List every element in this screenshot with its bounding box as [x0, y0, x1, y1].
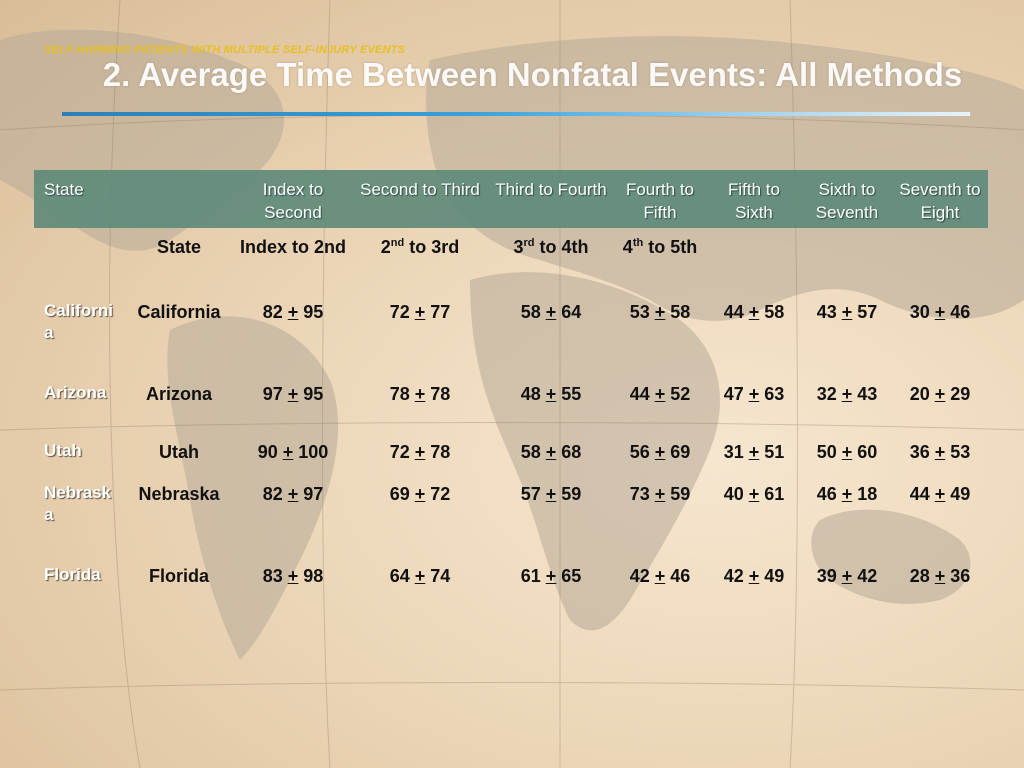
ghost-state-label: Arizona [44, 383, 107, 402]
table-cell: 32 + 43 [816, 384, 878, 404]
table-cell: 44 + 58 [723, 302, 785, 322]
table-cell: 97 + 95 [262, 384, 324, 404]
subheader-col-4: 4th to 5th [622, 237, 698, 257]
table-cell: 50 + 60 [816, 442, 878, 462]
table-cell: 64 + 74 [389, 566, 451, 586]
table-cell: 20 + 29 [909, 384, 971, 404]
table-cell: 72 + 77 [389, 302, 451, 322]
header-col-4: Fourth to Fifth [625, 180, 695, 222]
table-cell: 56 + 69 [629, 442, 691, 462]
subheader-state: State [156, 237, 201, 257]
table-cell: 57 + 59 [520, 484, 582, 504]
subheader-col-1: Index to 2nd [239, 237, 346, 257]
slide-subtitle: SELF-HARMING PATIENTS WITH MULTIPLE SELF… [44, 44, 406, 56]
row-state-cell: Florida [148, 566, 209, 586]
table-cell: 42 + 46 [629, 566, 691, 586]
table-cell: 40 + 61 [723, 484, 785, 504]
row-state-cell: California [137, 302, 221, 322]
header-col-5: Fifth to Sixth [728, 180, 780, 222]
table-cell: 43 + 57 [816, 302, 878, 322]
table-cell: 47 + 63 [723, 384, 785, 404]
header-state: State [44, 180, 84, 199]
table-cell: 44 + 52 [629, 384, 691, 404]
table-cell: 82 + 97 [262, 484, 324, 504]
table-cell: 36 + 53 [909, 442, 971, 462]
table-cell: 69 + 72 [389, 484, 451, 504]
table-cell: 82 + 95 [262, 302, 324, 322]
header-col-1: Index to Second [262, 180, 324, 222]
table-cell: 53 + 58 [629, 302, 691, 322]
table-cell: 73 + 59 [629, 484, 691, 504]
subheader-col-2: 2nd to 3rd [380, 237, 460, 257]
header-col-2: Second to Third [360, 180, 480, 199]
row-state-cell: Nebraska [138, 484, 220, 504]
table-cell: 58 + 68 [520, 442, 582, 462]
row-state-cell: Arizona [145, 384, 212, 404]
slide-title: 2. Average Time Between Nonfatal Events:… [102, 56, 963, 93]
table-cell: 90 + 100 [257, 442, 329, 462]
header-col-3: Third to Fourth [495, 180, 607, 199]
ghost-state-label: Florida [44, 565, 101, 584]
table-cell: 58 + 64 [520, 302, 582, 322]
table-cell: 78 + 78 [389, 384, 451, 404]
table-cell: 48 + 55 [520, 384, 582, 404]
subheader-col-3: 3rd to 4th [513, 237, 589, 257]
ghost-state-label: Utah [44, 441, 82, 460]
table-cell: 72 + 78 [389, 442, 451, 462]
table-cell: 61 + 65 [520, 566, 582, 586]
table-cell: 44 + 49 [909, 484, 971, 504]
table-cell: 30 + 46 [909, 302, 971, 322]
header-col-7: Seventh to Eight [899, 180, 981, 222]
table-cell: 46 + 18 [816, 484, 878, 504]
table-cell: 83 + 98 [262, 566, 324, 586]
table-cell: 39 + 42 [816, 566, 878, 586]
table-cell: 28 + 36 [909, 566, 971, 586]
header-col-6: Sixth to Seventh [815, 180, 879, 222]
row-state-cell: Utah [159, 442, 199, 462]
title-underline [62, 112, 970, 116]
ghost-state-label: Nebraska [44, 483, 112, 524]
table-header-band [34, 170, 988, 228]
ghost-state-label: California [44, 301, 113, 342]
table-cell: 31 + 51 [723, 442, 785, 462]
table-cell: 42 + 49 [723, 566, 785, 586]
